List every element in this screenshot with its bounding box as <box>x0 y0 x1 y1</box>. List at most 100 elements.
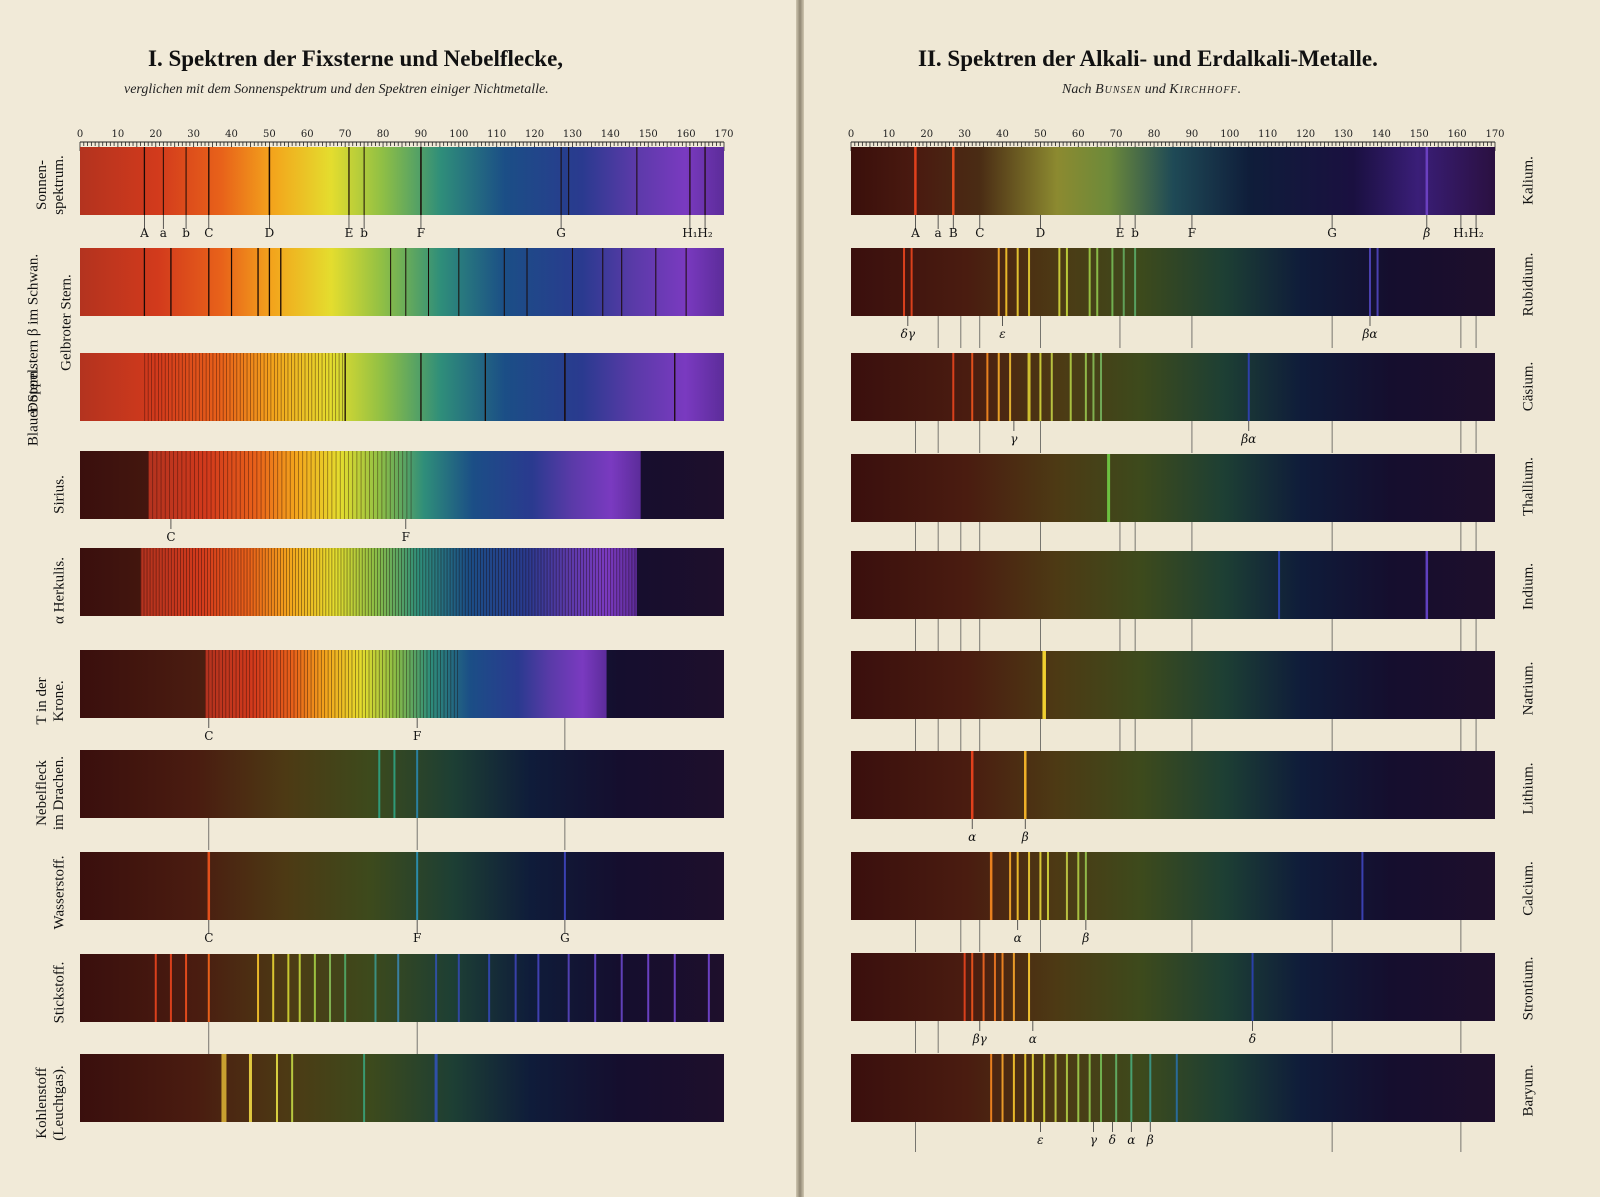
band-strontium-continuum <box>851 953 1495 1021</box>
band-alpha-herkulis-fine-line <box>161 548 163 616</box>
band-alpha-herkulis-fine-line <box>298 548 299 616</box>
band-alpha-herkulis-fine-line <box>422 548 424 616</box>
band-alpha-herkulis-fine-line <box>504 548 505 616</box>
left-ruler-label: 40 <box>225 129 238 140</box>
label-natrium: Natrium. <box>1520 661 1537 716</box>
band-blauer-stern-fine-line <box>250 353 251 421</box>
band-casium-line <box>952 353 955 421</box>
band-stickstoff-line <box>620 954 623 1022</box>
right-marker-label: γ <box>1010 432 1018 446</box>
band-calcium-line <box>1065 852 1068 920</box>
band-casium-line <box>1050 353 1053 421</box>
band-alpha-herkulis-fine-line <box>367 548 369 616</box>
band-alpha-herkulis-fine-line <box>486 548 487 616</box>
right-marker-label: α <box>1014 931 1022 945</box>
band-kohlenstoff-line <box>275 1054 278 1122</box>
band-kohlenstoff-line <box>363 1054 366 1122</box>
band-t-krone-fine-line <box>314 650 315 718</box>
band-strontium-line <box>963 953 966 1021</box>
band-blauer-stern-fine-line <box>154 353 156 421</box>
band-rubidium-line <box>1058 248 1061 316</box>
band-blauer-stern-fine-line <box>161 353 163 421</box>
band-blauer-stern-fine-line <box>178 353 180 421</box>
band-alpha-herkulis-fine-line <box>370 548 372 616</box>
band-alpha-herkulis-fine-line <box>416 548 418 616</box>
right-page-title: II. Spektren der Alkali- und Erdalkali-M… <box>918 46 1378 71</box>
band-alpha-herkulis-fine-line <box>570 548 572 616</box>
label-casium: Cäsium. <box>1520 361 1537 412</box>
band-lithium-line <box>1024 751 1027 819</box>
band-stickstoff-line <box>567 954 570 1022</box>
band-sirius-fine-line <box>369 451 370 519</box>
band-calcium-line <box>1046 852 1049 920</box>
band-alpha-herkulis-fine-line <box>352 548 354 616</box>
band-blauer-stern-fine-line <box>263 353 265 421</box>
label-baryum: Baryum. <box>1520 1064 1537 1117</box>
band-blauer-stern <box>80 353 724 421</box>
band-baryum-line <box>1149 1054 1152 1122</box>
right-ruler-label: 70 <box>1110 129 1123 140</box>
band-alpha-herkulis-fine-line <box>477 548 478 616</box>
band-calcium-line <box>1361 852 1364 920</box>
band-casium-line <box>1039 353 1042 421</box>
band-t-krone-fine-line <box>375 650 377 718</box>
band-t-krone-fine-line <box>293 650 295 718</box>
band-blauer-stern-fine-line <box>192 353 193 421</box>
band-sonnenspektrum-line <box>143 147 146 215</box>
band-alpha-herkulis-fine-line <box>273 548 275 616</box>
band-t-krone-fine-line <box>406 650 407 718</box>
band-blauer-stern-fine-line <box>277 353 279 421</box>
band-alpha-herkulis-fine-line <box>470 548 472 616</box>
band-baryum-line <box>1100 1054 1103 1122</box>
band-blauer-stern-fine-line <box>219 353 221 421</box>
band-alpha-herkulis-fine-line <box>461 548 463 616</box>
band-t-krone-fine-line <box>450 650 452 718</box>
right-marker-label: δ <box>1109 1133 1116 1147</box>
band-alpha-herkulis-fine-line <box>531 548 533 616</box>
band-blauer-stern-fine-line <box>280 353 282 421</box>
band-alpha-herkulis-fine-line <box>313 548 315 616</box>
band-sonnenspektrum-line <box>268 147 271 215</box>
band-blauer-stern-fine-line <box>185 353 187 421</box>
band-t-krone-fine-line <box>269 650 271 718</box>
band-t-krone-fine-line <box>351 650 353 718</box>
band-t-krone-fine-line <box>409 650 411 718</box>
band-sirius-fine-line <box>277 451 279 519</box>
band-baryum-line <box>1175 1054 1178 1122</box>
band-calcium-line <box>1077 852 1080 920</box>
band-blauer-stern-fine-line <box>335 353 337 421</box>
band-kohlenstoff-line <box>434 1054 438 1122</box>
left-ruler-label: 70 <box>339 129 352 140</box>
band-t-krone-fine-line <box>436 650 438 718</box>
band-alpha-herkulis-fine-line <box>240 548 242 616</box>
band-sirius-fine-line <box>273 451 274 519</box>
band-stickstoff-line <box>329 954 332 1022</box>
band-alpha-herkulis-fine-line <box>376 548 378 616</box>
band-alpha-herkulis-fine-line <box>613 548 615 616</box>
band-alpha-herkulis-fine-line <box>249 548 251 616</box>
right-ruler-label: 50 <box>1034 129 1047 140</box>
right-ruler-label: 0 <box>848 129 854 140</box>
left-ruler-label: 110 <box>487 129 506 140</box>
band-t-krone-fine-line <box>392 650 394 718</box>
band-t-krone-fine-line <box>368 650 370 718</box>
band-sirius-fine-line <box>148 451 149 519</box>
band-t-krone-fine-line <box>307 650 308 718</box>
left-marker-label: G <box>560 931 570 945</box>
band-natrium <box>851 651 1495 719</box>
band-wasserstoff-line <box>416 852 419 920</box>
band-t-krone-fine-line <box>239 650 240 718</box>
band-sirius-fine-line <box>281 451 283 519</box>
band-t-krone-fine-line <box>457 650 459 718</box>
band-t-krone-fine-line <box>317 650 319 718</box>
band-alpha-herkulis-fine-line <box>534 548 536 616</box>
band-alpha-herkulis-fine-line <box>225 548 227 616</box>
band-alpha-herkulis-fine-line <box>192 548 193 616</box>
band-sirius-fine-line <box>344 451 345 519</box>
band-sirius-fine-line <box>173 451 174 519</box>
band-t-krone-fine-line <box>211 650 213 718</box>
right-marker-label: a <box>935 226 942 240</box>
band-t-krone-fine-line <box>348 650 349 718</box>
band-alpha-herkulis-fine-line <box>528 548 530 616</box>
band-sirius-fine-line <box>206 451 208 519</box>
